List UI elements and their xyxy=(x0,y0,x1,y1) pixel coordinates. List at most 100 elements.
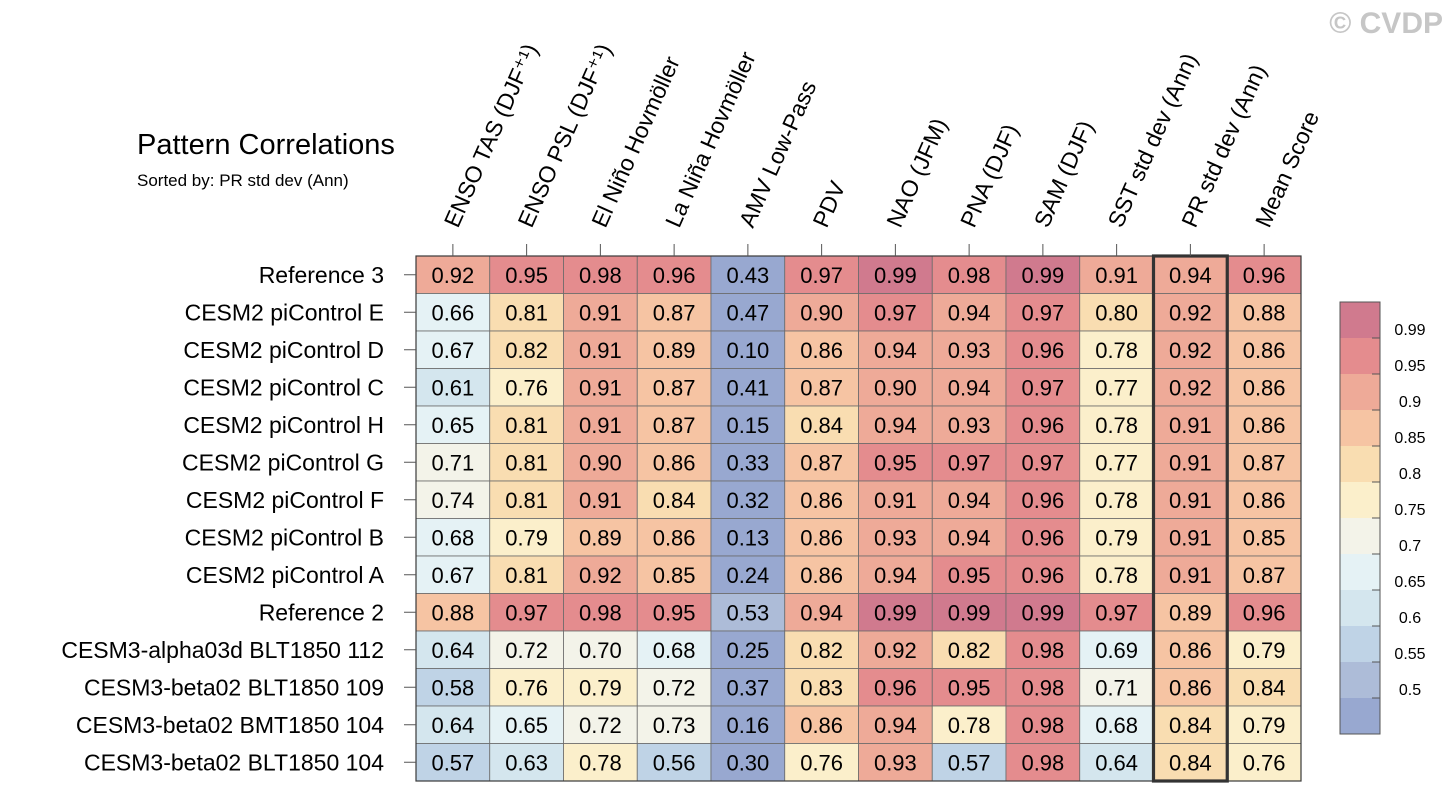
colorbar-segment xyxy=(1340,338,1380,374)
heatmap-cell xyxy=(858,518,933,557)
cell-value-label: 0.85 xyxy=(653,563,696,588)
heatmap-cell xyxy=(1226,630,1302,669)
cell-value-label: 0.84 xyxy=(1243,675,1286,700)
cell-value-label: 0.56 xyxy=(653,750,696,775)
heatmap-cell xyxy=(636,630,712,669)
cell-value-label: 0.95 xyxy=(653,600,696,625)
row-label: CESM2 piControl B xyxy=(185,524,384,550)
heatmap-cell xyxy=(1153,480,1228,519)
cell-value-label: 0.97 xyxy=(505,600,548,625)
cell-value-label: 0.68 xyxy=(431,525,474,550)
cell-value-label: 0.94 xyxy=(874,563,917,588)
cell-value-label: 0.78 xyxy=(1095,563,1138,588)
colorbar-label: 0.75 xyxy=(1394,502,1425,519)
heatmap-cell xyxy=(931,255,1007,294)
column-label: SAM (DJF) xyxy=(1029,117,1099,231)
heatmap-cell xyxy=(931,593,1007,632)
heatmap-cell xyxy=(1226,255,1302,294)
cell-value-label: 0.94 xyxy=(1169,263,1212,288)
cell-value-label: 0.91 xyxy=(579,338,622,363)
cell-value-label: 0.96 xyxy=(1021,525,1064,550)
cell-value-label: 0.86 xyxy=(1243,488,1286,513)
cell-value-label: 0.98 xyxy=(1021,713,1064,738)
cell-value-label: 0.92 xyxy=(579,563,622,588)
heatmap-cell xyxy=(784,255,859,294)
heatmap-cell xyxy=(931,293,1007,332)
cell-value-label: 0.83 xyxy=(800,675,843,700)
cell-value-label: 0.85 xyxy=(1243,525,1286,550)
heatmap-cell xyxy=(563,518,638,557)
cell-value-label: 0.86 xyxy=(800,488,843,513)
cell-value-label: 0.98 xyxy=(579,263,622,288)
heatmap-cell xyxy=(636,330,712,369)
heatmap-cell xyxy=(858,705,933,744)
cell-value-label: 0.91 xyxy=(579,375,622,400)
heatmap-cell xyxy=(636,255,712,294)
cell-value-label: 0.97 xyxy=(948,450,991,475)
cell-value-label: 0.91 xyxy=(579,488,622,513)
chart-subtitle: Sorted by: PR std dev (Ann) xyxy=(137,171,349,190)
column-label: PDV xyxy=(807,177,850,231)
colorbar-segment xyxy=(1340,590,1380,626)
cell-value-label: 0.93 xyxy=(948,338,991,363)
heatmap-cell xyxy=(784,555,859,594)
cell-value-label: 0.76 xyxy=(1243,750,1286,775)
row-label: Reference 3 xyxy=(259,262,384,288)
heatmap-cell xyxy=(563,555,638,594)
heatmap-cell xyxy=(1005,555,1081,594)
cell-value-label: 0.74 xyxy=(431,488,474,513)
cell-value-label: 0.92 xyxy=(431,263,474,288)
heatmap-cell xyxy=(710,293,786,332)
heatmap-cell xyxy=(1226,480,1302,519)
cell-value-label: 0.43 xyxy=(726,263,769,288)
colorbar-segment xyxy=(1340,626,1380,662)
column-label: PNA (DJF) xyxy=(955,120,1023,231)
cell-value-label: 0.97 xyxy=(874,300,917,325)
heatmap-cell xyxy=(636,293,712,332)
heatmap-cell xyxy=(636,480,712,519)
cell-value-label: 0.81 xyxy=(505,488,548,513)
heatmap-cell xyxy=(1005,293,1081,332)
cell-value-label: 0.96 xyxy=(874,675,917,700)
row-label: CESM3-beta02 BLT1850 109 xyxy=(84,674,384,700)
heatmap-cell xyxy=(858,480,933,519)
cell-value-label: 0.87 xyxy=(653,413,696,438)
cell-value-label: 0.68 xyxy=(653,638,696,663)
cell-value-label: 0.78 xyxy=(1095,338,1138,363)
cell-value-label: 0.91 xyxy=(579,300,622,325)
heatmap-cell xyxy=(415,255,491,294)
cell-value-label: 0.94 xyxy=(948,525,991,550)
cell-value-label: 0.61 xyxy=(431,375,474,400)
column-label: NAO (JFM) xyxy=(881,114,952,231)
heatmap-cell xyxy=(1005,480,1081,519)
cell-value-label: 0.82 xyxy=(800,638,843,663)
column-label: AMV Low-Pass xyxy=(734,77,822,231)
cell-value-label: 0.77 xyxy=(1095,450,1138,475)
heatmap-cell xyxy=(1226,743,1302,782)
cell-value-label: 0.32 xyxy=(726,488,769,513)
cell-value-label: 0.79 xyxy=(579,675,622,700)
heatmap-cell xyxy=(710,405,786,444)
cell-value-label: 0.96 xyxy=(1021,488,1064,513)
cell-value-label: 0.15 xyxy=(726,413,769,438)
cell-value-label: 0.78 xyxy=(948,713,991,738)
cell-value-label: 0.98 xyxy=(1021,638,1064,663)
cell-value-label: 0.25 xyxy=(726,638,769,663)
heatmap-cell xyxy=(1226,330,1302,369)
cell-value-label: 0.79 xyxy=(1243,638,1286,663)
heatmap-cell xyxy=(489,668,564,707)
heatmap-cell xyxy=(784,480,859,519)
cell-value-label: 0.89 xyxy=(653,338,696,363)
cell-value-label: 0.64 xyxy=(1095,750,1138,775)
cell-value-label: 0.98 xyxy=(579,600,622,625)
heatmap-cell xyxy=(710,593,786,632)
colorbar-label: 0.85 xyxy=(1394,430,1425,447)
cell-value-label: 0.79 xyxy=(1243,713,1286,738)
heatmap-cell xyxy=(415,518,491,557)
heatmap-cell xyxy=(858,630,933,669)
cell-value-label: 0.88 xyxy=(431,600,474,625)
cell-value-label: 0.76 xyxy=(505,375,548,400)
heatmap-cell xyxy=(636,368,712,407)
heatmap-cell xyxy=(415,368,491,407)
heatmap-cell xyxy=(710,705,786,744)
